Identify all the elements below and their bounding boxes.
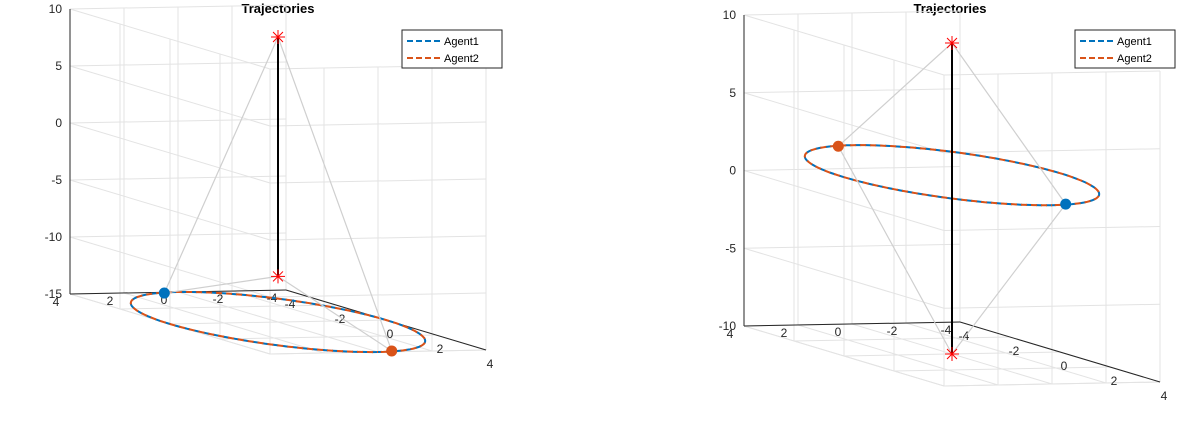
- back-wall-grid-line: [69, 65, 271, 127]
- agent1-position-marker: [158, 287, 170, 299]
- tether-bottom-agent2: [837, 145, 953, 355]
- z-tick-label: 5: [55, 59, 62, 73]
- star-marker-top: [271, 30, 285, 44]
- side-wall-grid-line: [943, 70, 1161, 76]
- y-tick-label: 4: [727, 327, 734, 341]
- legend-label-agent2: Agent2: [1117, 53, 1152, 65]
- tether-top-agent1: [951, 42, 1067, 205]
- back-wall-grid-line: [743, 170, 945, 231]
- side-wall-grid-line: [943, 303, 1161, 309]
- back-wall-grid-line: [69, 179, 271, 241]
- z-tick-label: -5: [51, 173, 62, 187]
- y-tick-label: 2: [107, 294, 114, 308]
- tether-bottom-agent1: [951, 203, 1067, 355]
- x-tick-label: 4: [1161, 389, 1168, 403]
- plot-area: [129, 30, 427, 357]
- agent2-position-marker: [832, 140, 844, 152]
- z-tick-label: 0: [729, 164, 736, 178]
- side-wall-grid-line: [269, 121, 487, 127]
- tether-bottom-agent2: [277, 275, 393, 352]
- trajectory-agent2: [803, 144, 1101, 207]
- x-tick-label: 4: [487, 357, 494, 371]
- back-wall-grid-line: [743, 247, 945, 309]
- z-tick-label: 10: [49, 2, 63, 16]
- trajectory-agent1: [129, 290, 427, 354]
- floor-grid-line: [123, 292, 325, 354]
- z-tick-label: -15: [45, 287, 63, 301]
- back-wall-grid-line: [743, 325, 945, 387]
- legend-label-agent1: Agent1: [444, 36, 479, 48]
- back-wall-grid-line: [743, 92, 945, 154]
- trajectory-agent1: [803, 144, 1101, 207]
- agent2-position-marker: [386, 345, 398, 357]
- legend: Agent1 Agent2: [401, 29, 503, 69]
- z-tick-label: 5: [729, 86, 736, 100]
- z-tick-label: -10: [719, 319, 737, 333]
- chart-right: Trajectories -4 -2 0 2 4 4 2 0 -2 -4 10 5 0 -5 -10 Age…: [719, 1, 1176, 403]
- side-wall-grid-line: [269, 235, 487, 241]
- agent1-position-marker: [1060, 198, 1072, 210]
- x-tick-label: -2: [1009, 344, 1020, 358]
- legend-box: [401, 29, 503, 69]
- x-axis-line: [959, 321, 1161, 383]
- y-tick-label: -2: [887, 324, 898, 338]
- floor-grid-line: [797, 324, 999, 386]
- tick-labels: -4 -2 0 2 4 4 2 0 -2 -4 10 5 0 -5 -10: [719, 8, 1168, 403]
- plot-area: [803, 36, 1101, 361]
- z-tick-label: 10: [723, 8, 737, 22]
- legend-label-agent2: Agent2: [444, 53, 479, 65]
- tether-top-agent2: [837, 42, 953, 147]
- star-marker-bottom: [271, 269, 285, 284]
- legend: Agent1 Agent2: [1074, 29, 1176, 69]
- x-tick-label: -4: [959, 329, 970, 343]
- floor-grid-line: [177, 291, 379, 353]
- tether-top-agent2: [277, 36, 393, 352]
- star-marker-stroke: [946, 348, 958, 360]
- side-wall-grid-line: [269, 178, 487, 184]
- back-wall-grid-line: [69, 8, 271, 70]
- y-tick-label: -2: [213, 292, 224, 306]
- y-tick-label: 0: [835, 325, 842, 339]
- back-wall-grid-line: [69, 236, 271, 298]
- back-wall-grid-line: [743, 14, 945, 76]
- tether-top-agent1: [163, 36, 279, 294]
- floor-grid-line: [219, 334, 437, 340]
- z-tick-label: -10: [45, 230, 63, 244]
- star-marker-top: [945, 36, 959, 50]
- chart-title: Trajectories: [914, 1, 987, 16]
- z-tick-label: -5: [725, 241, 736, 255]
- x-tick-label: -4: [285, 297, 296, 311]
- x-tick-label: 0: [387, 327, 394, 341]
- y-tick-label: 0: [161, 293, 168, 307]
- star-marker-stroke: [946, 37, 958, 49]
- tether-bottom-agent1: [164, 275, 279, 294]
- axes: [743, 15, 1161, 383]
- side-wall-grid-line: [943, 381, 1161, 387]
- y-tick-label: 2: [781, 326, 788, 340]
- side-wall-grid-line: [943, 148, 1161, 154]
- star-marker-bottom: [945, 347, 959, 361]
- trajectory-agent2: [129, 290, 427, 354]
- star-marker-stroke: [272, 31, 284, 43]
- x-tick-label: 0: [1061, 359, 1068, 373]
- legend-label-agent1: Agent1: [1117, 36, 1152, 48]
- grid: [69, 4, 487, 355]
- x-tick-label: 2: [1111, 374, 1118, 388]
- x-tick-label: -2: [335, 312, 346, 326]
- legend-box: [1074, 29, 1176, 69]
- star-marker-stroke: [272, 271, 284, 282]
- x-tick-label: 2: [437, 342, 444, 356]
- y-tick-label: 4: [53, 295, 60, 309]
- chart-title: Trajectories: [242, 1, 315, 16]
- y-axis-line: [743, 321, 961, 327]
- y-tick-label: -4: [941, 323, 952, 337]
- floor-grid-line: [893, 366, 1111, 372]
- back-wall-grid-line: [69, 122, 271, 184]
- z-tick-label: 0: [55, 116, 62, 130]
- side-wall-grid-line: [943, 226, 1161, 231]
